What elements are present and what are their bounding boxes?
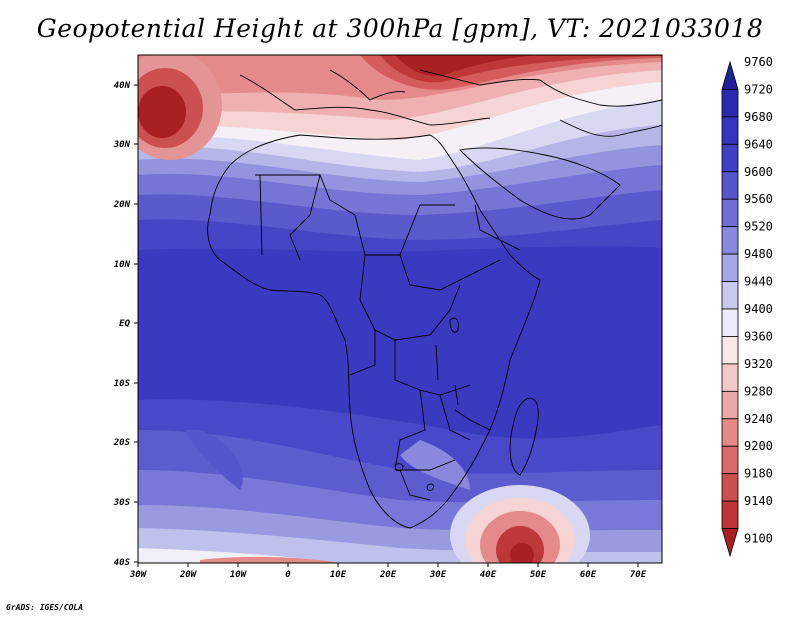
- colorbar-label: 9180: [744, 467, 773, 481]
- colorbar-swatch: [721, 473, 739, 502]
- colorbar-swatch: [721, 198, 739, 228]
- lat-label: 20N: [113, 200, 131, 210]
- lon-label: 20W: [179, 570, 198, 580]
- lon-label: 0: [285, 570, 291, 580]
- lat-label: 10N: [114, 260, 131, 270]
- colorbar-label: 9440: [744, 275, 773, 289]
- colorbar-label: 9480: [744, 247, 773, 261]
- lon-label: 10W: [230, 570, 248, 580]
- colorbar-swatch: [721, 308, 739, 337]
- lat-label: 10S: [114, 379, 131, 389]
- credit-text: GrADS: IGES/COLA: [6, 603, 84, 612]
- colorbar-label: 9280: [744, 384, 773, 398]
- colorbar-label: 9560: [744, 192, 773, 206]
- colorbar-label: 9720: [744, 82, 773, 96]
- colorbar-swatch: [721, 253, 739, 282]
- map-title: Geopotential Height at 300hPa [gpm], VT:…: [36, 14, 764, 43]
- lat-label: 30S: [113, 498, 131, 508]
- colorbar-swatch: [721, 89, 739, 118]
- colorbar-label: 9320: [744, 357, 773, 371]
- lon-label: 30E: [429, 570, 447, 580]
- colorbar-swatch: [721, 60, 739, 90]
- coastlines: [207, 69, 662, 529]
- plot-frame: [137, 54, 663, 564]
- colorbar-label: 9240: [744, 412, 773, 426]
- lon-label: 70E: [630, 570, 647, 580]
- lat-label: 20S: [113, 438, 131, 448]
- lon-label: 30W: [129, 570, 148, 580]
- lon-label: 50E: [530, 570, 547, 580]
- lon-axis: 30W 20W 10W 0 10E 20E 30E 40E 50E 60E 70…: [129, 563, 647, 580]
- colorbar-label: 9760: [744, 55, 773, 69]
- colorbar-swatch: [721, 528, 739, 558]
- colorbar-swatch: [721, 363, 739, 392]
- colorbar-swatch: [721, 281, 739, 310]
- lon-label: 40E: [480, 570, 497, 580]
- colorbar: 9760 9720 9680 9640 9600 9560 9520 9480 9440 9400…: [721, 55, 773, 558]
- lat-label: 40N: [114, 81, 131, 91]
- colorbar-label: 9600: [744, 165, 773, 179]
- colorbar-swatch: [721, 500, 739, 529]
- colorbar-swatch: [721, 116, 739, 145]
- colorbar-swatch: [721, 226, 739, 255]
- colorbar-swatch: [721, 336, 739, 365]
- lat-label: 30N: [113, 140, 131, 150]
- lon-label: 60E: [580, 570, 597, 580]
- colorbar-label: 9680: [744, 110, 773, 124]
- colorbar-swatch: [721, 418, 739, 447]
- colorbar-swatch: [721, 445, 739, 475]
- lat-label: EQ: [119, 319, 130, 329]
- colorbar-label: 9140: [744, 494, 773, 508]
- colorbar-label: 9360: [744, 329, 773, 343]
- height-field: [138, 55, 662, 563]
- lat-label: 40S: [114, 558, 131, 568]
- colorbar-label: 9100: [744, 531, 773, 545]
- colorbar-swatch: [721, 171, 739, 200]
- lon-label: 10E: [330, 570, 347, 580]
- colorbar-swatch: [721, 143, 739, 173]
- colorbar-label: 9200: [744, 439, 773, 453]
- colorbar-label: 9640: [744, 137, 773, 151]
- colorbar-label: 9400: [744, 302, 773, 316]
- lon-label: 20E: [379, 570, 397, 580]
- colorbar-label: 9520: [744, 220, 773, 234]
- colorbar-swatch: [721, 390, 739, 420]
- lat-axis: 40N 30N 20N 10N EQ 10S 20S 30S 40S: [113, 81, 138, 568]
